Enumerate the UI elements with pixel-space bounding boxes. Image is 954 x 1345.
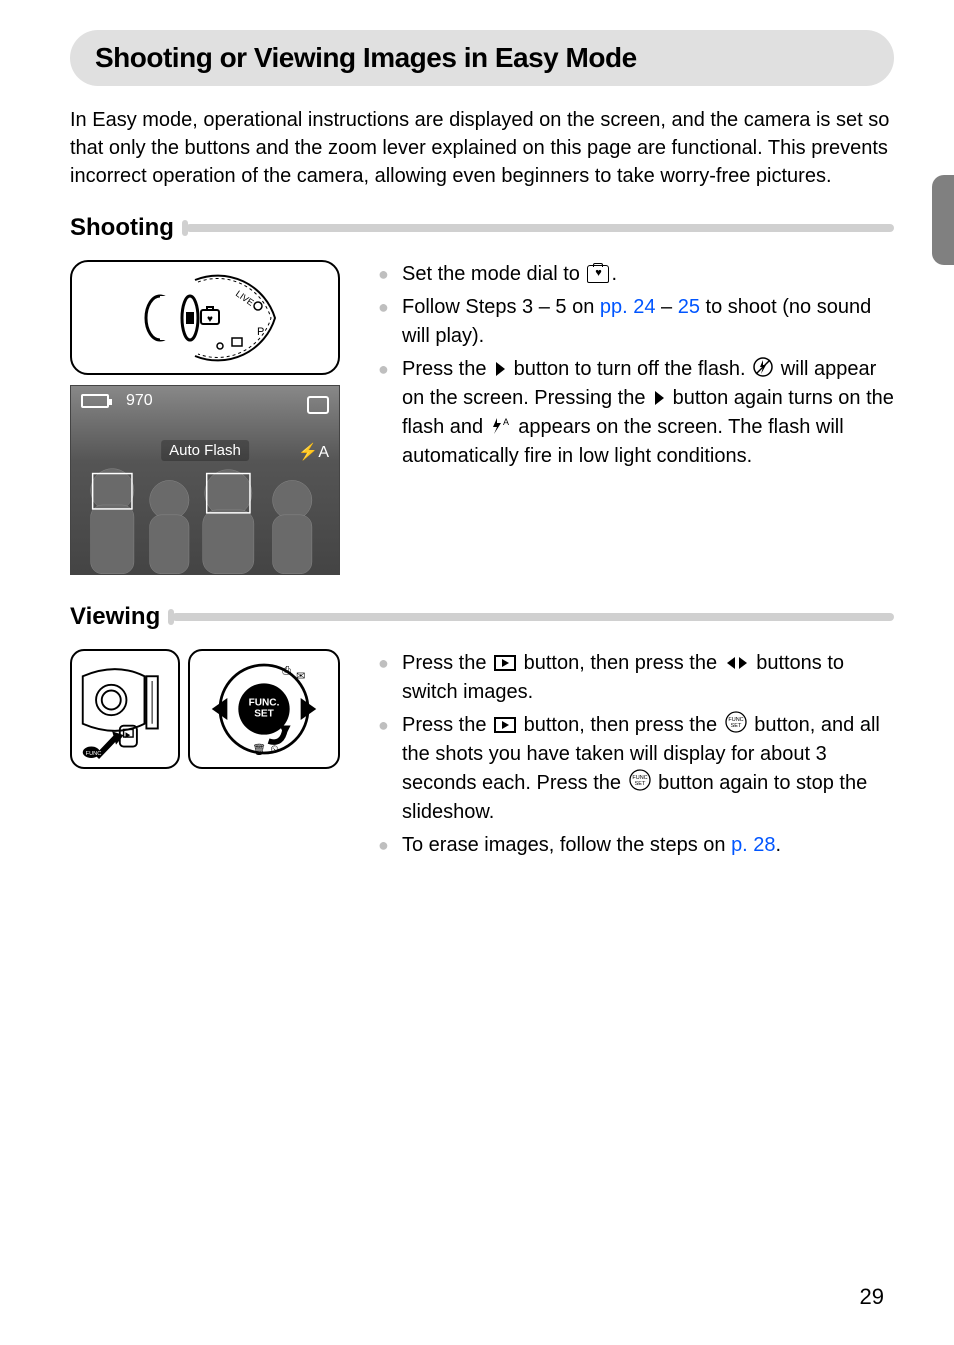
- viewing-heading: Viewing: [70, 603, 160, 631]
- section-tab: [932, 175, 954, 265]
- header-rule: [172, 613, 894, 621]
- text: button, then press the: [518, 714, 723, 736]
- svg-text:SET: SET: [254, 708, 274, 719]
- mode-dial-svg: ♥ LIVE P: [100, 270, 310, 365]
- shooting-bullet-1: Set the mode dial to .: [378, 260, 894, 289]
- flash-auto-icon: A: [491, 417, 511, 435]
- page-number: 29: [860, 1284, 884, 1310]
- page-link-24[interactable]: pp. 24: [600, 296, 656, 318]
- lcd-preview: 970 ⚡A Auto Flash: [70, 385, 340, 575]
- lcd-overlay: 970 ⚡A Auto Flash: [71, 386, 339, 574]
- text: .: [776, 834, 782, 856]
- svg-text:SET: SET: [730, 723, 741, 729]
- func-set-icon: FUNCSET: [629, 769, 651, 791]
- svg-text:FUNC: FUNC: [85, 751, 101, 757]
- lcd-mode-icon: [307, 396, 329, 414]
- flash-off-icon: [753, 357, 773, 377]
- easy-mode-icon: [587, 265, 609, 283]
- svg-text:⎙: ⎙: [282, 665, 291, 677]
- text: Press the: [402, 358, 492, 380]
- page-title-bar: Shooting or Viewing Images in Easy Mode: [70, 30, 894, 86]
- control-wheel-illustration: FUNC. SET ⎙ ✉ 🗑 ⏲: [188, 649, 340, 769]
- svg-text:✉: ✉: [296, 671, 305, 683]
- text: button, then press the: [518, 652, 723, 674]
- svg-text:A: A: [503, 417, 509, 427]
- viewing-bullet-3: To erase images, follow the steps on p. …: [378, 831, 894, 860]
- playback-button-illustration: FUNC: [70, 649, 180, 769]
- shooting-text: Set the mode dial to . Follow Steps 3 – …: [378, 260, 894, 575]
- lcd-mode-label: Auto Flash: [161, 440, 249, 461]
- viewing-header: Viewing: [70, 603, 894, 631]
- viewing-bullet-1: Press the button, then press the buttons…: [378, 649, 894, 707]
- header-rule: [186, 224, 894, 232]
- shooting-heading: Shooting: [70, 214, 174, 242]
- viewing-images: FUNC FUNC. SET ⎙ ✉ 🗑: [70, 649, 350, 864]
- intro-paragraph: In Easy mode, operational instructions a…: [70, 106, 894, 190]
- shooting-row: ♥ LIVE P: [70, 260, 894, 575]
- text: Follow Steps 3 – 5 on: [402, 296, 600, 318]
- text: .: [611, 263, 617, 285]
- text: button to turn off the flash.: [508, 358, 751, 380]
- shooting-bullet-2: Follow Steps 3 – 5 on pp. 24 – 25 to sho…: [378, 293, 894, 351]
- shooting-images: ♥ LIVE P: [70, 260, 350, 575]
- svg-text:LIVE: LIVE: [234, 288, 256, 307]
- func-set-label: FUNC.: [249, 697, 280, 708]
- svg-text:SET: SET: [634, 781, 645, 787]
- svg-text:P: P: [257, 326, 264, 338]
- right-arrow-icon: [494, 361, 506, 377]
- left-right-arrows-icon: [725, 655, 749, 671]
- playback-icon: [494, 717, 516, 733]
- svg-text:♥: ♥: [207, 314, 213, 325]
- func-set-icon: FUNCSET: [725, 711, 747, 733]
- text: –: [656, 296, 678, 318]
- svg-text:⏲: ⏲: [270, 744, 279, 756]
- right-arrow-icon: [653, 390, 665, 406]
- text: Press the: [402, 652, 492, 674]
- text: Set the mode dial to: [402, 263, 585, 285]
- shooting-header: Shooting: [70, 214, 894, 242]
- mode-dial-illustration: ♥ LIVE P: [70, 260, 340, 375]
- viewing-text: Press the button, then press the buttons…: [378, 649, 894, 864]
- viewing-bullets: Press the button, then press the buttons…: [378, 649, 894, 860]
- battery-icon: [81, 394, 109, 408]
- lcd-flash-icon: ⚡A: [298, 442, 329, 462]
- page-title: Shooting or Viewing Images in Easy Mode: [95, 42, 869, 74]
- shooting-bullet-3: Press the button to turn off the flash. …: [378, 355, 894, 471]
- viewing-row: FUNC FUNC. SET ⎙ ✉ 🗑: [70, 649, 894, 864]
- shooting-bullets: Set the mode dial to . Follow Steps 3 – …: [378, 260, 894, 471]
- page-link-28[interactable]: p. 28: [731, 834, 775, 856]
- text: Press the: [402, 714, 492, 736]
- svg-text:🗑: 🗑: [252, 743, 266, 756]
- playback-icon: [494, 655, 516, 671]
- lcd-counter: 970: [126, 392, 153, 410]
- viewing-bullet-2: Press the button, then press the FUNCSET…: [378, 711, 894, 827]
- page-link-25[interactable]: 25: [678, 296, 700, 318]
- text: To erase images, follow the steps on: [402, 834, 731, 856]
